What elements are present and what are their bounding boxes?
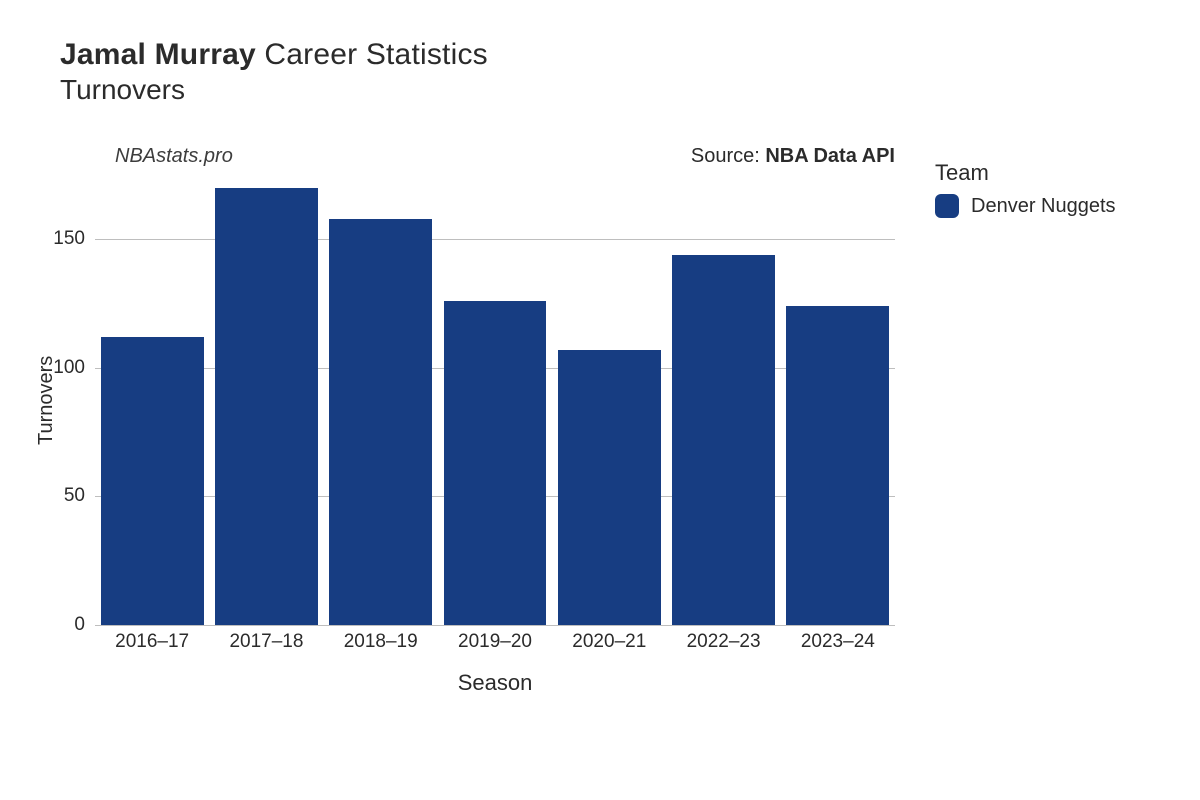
x-tick: 2018–19 xyxy=(344,625,418,653)
source-prefix: Source: xyxy=(691,145,765,167)
y-tick: 150 xyxy=(53,228,95,250)
plot-area: 0501001502016–172017–182018–192019–20202… xyxy=(95,175,895,625)
bar xyxy=(558,350,661,625)
source-credit: Source: NBA Data API xyxy=(0,145,895,168)
legend: Team Denver Nuggets xyxy=(935,160,1116,218)
legend-item-label: Denver Nuggets xyxy=(971,195,1116,218)
y-tick: 0 xyxy=(74,614,95,636)
legend-item: Denver Nuggets xyxy=(935,194,1116,218)
bar xyxy=(329,219,432,625)
bar xyxy=(672,255,775,625)
bar xyxy=(786,306,889,625)
x-tick: 2019–20 xyxy=(458,625,532,653)
legend-title: Team xyxy=(935,160,1116,186)
y-axis-label: Turnovers xyxy=(35,356,58,445)
y-tick: 50 xyxy=(64,485,95,507)
source-name: NBA Data API xyxy=(765,145,895,167)
x-tick: 2017–18 xyxy=(229,625,303,653)
legend-swatch xyxy=(935,194,959,218)
x-tick: 2023–24 xyxy=(801,625,875,653)
chart-subtitle: Turnovers xyxy=(60,74,488,106)
title-player-name: Jamal Murray xyxy=(60,38,256,71)
title-suffix: Career Statistics xyxy=(256,38,488,71)
bar xyxy=(101,337,204,625)
chart-title-block: Jamal Murray Career Statistics Turnovers xyxy=(60,38,488,106)
x-axis-label: Season xyxy=(95,670,895,696)
x-tick: 2020–21 xyxy=(572,625,646,653)
chart-root: Jamal Murray Career Statistics Turnovers… xyxy=(0,0,1200,800)
x-tick: 2022–23 xyxy=(687,625,761,653)
chart-title: Jamal Murray Career Statistics xyxy=(60,38,488,72)
bar xyxy=(215,188,318,625)
x-tick: 2016–17 xyxy=(115,625,189,653)
bar xyxy=(444,301,547,625)
y-tick: 100 xyxy=(53,357,95,379)
